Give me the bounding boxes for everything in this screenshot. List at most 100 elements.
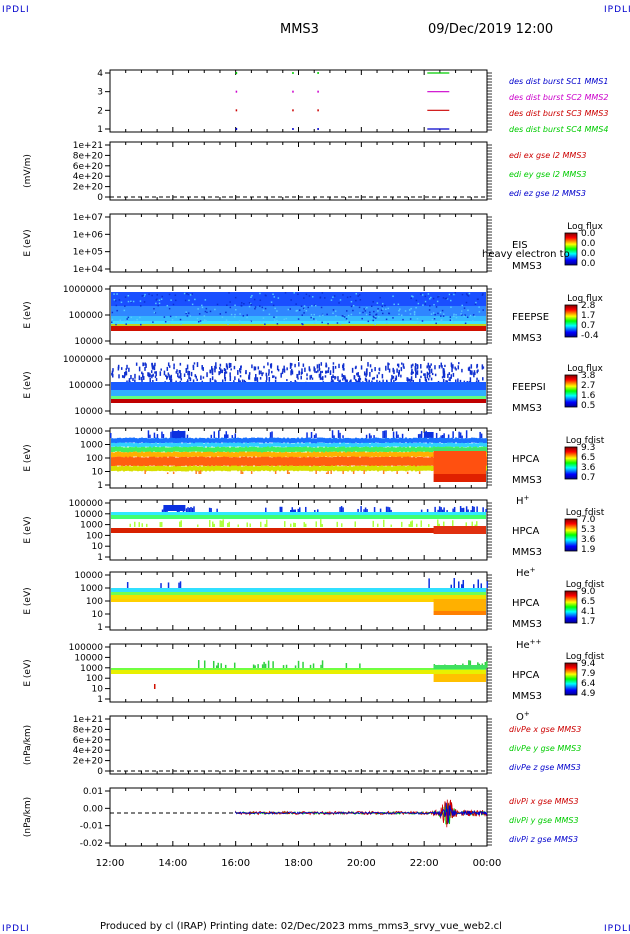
hpca-h-band	[299, 457, 301, 467]
feepsi-speckle	[317, 369, 319, 373]
hpca-h-band	[385, 466, 387, 472]
hpca-h-band	[153, 466, 155, 472]
burst-mark	[317, 109, 319, 112]
feepsi-speckle	[477, 379, 480, 383]
hpca-h-band	[201, 456, 203, 466]
feepsi-speckle	[329, 370, 332, 375]
feepse-speckle	[310, 316, 312, 319]
feepse-speckle	[465, 301, 468, 304]
feepse-speckle	[196, 317, 199, 320]
feepse-speckle	[272, 293, 274, 296]
hpca-h-band	[133, 443, 135, 448]
feepsi-speckle	[297, 377, 299, 380]
hpca-h-band	[235, 442, 237, 447]
feepsi-speckle	[177, 373, 179, 378]
feepsi-speckle	[125, 368, 127, 371]
hpca-h-band	[261, 465, 263, 471]
hpca-h-band	[417, 438, 419, 444]
feepse-speckle	[201, 304, 203, 307]
hpca-h-band	[371, 457, 373, 467]
feepsi-speckle	[397, 363, 400, 368]
hpca-h-band	[197, 451, 199, 457]
hpca-h-band	[349, 465, 351, 471]
panel-hpca_o-colorbar-tick: 9.4	[581, 659, 596, 669]
feepse-speckle	[330, 299, 333, 301]
hpca-he-speckle	[336, 521, 338, 527]
hpca-h-band	[357, 438, 359, 444]
feepse-speckle	[303, 312, 305, 314]
feepsi-speckle	[138, 375, 141, 381]
hpca-h-band	[421, 451, 423, 457]
hpca-o-burst	[282, 665, 285, 668]
feepsi-speckle	[141, 371, 143, 375]
hpca-h-band	[331, 451, 333, 457]
hpca-he-speckle	[408, 524, 410, 527]
feepse-speckle	[229, 306, 232, 309]
hpca-h-band	[273, 451, 275, 457]
hpca-h-band	[371, 442, 373, 447]
hpca-h-band	[275, 466, 277, 472]
hpca-h-band	[247, 447, 249, 453]
hpca-o-burst	[302, 661, 304, 668]
hpca-he-burst	[482, 507, 484, 512]
hpca-h-band	[175, 443, 177, 448]
hpca-h-band	[143, 452, 145, 458]
feepsi-speckle	[313, 366, 315, 372]
hpca-h-event	[433, 448, 486, 451]
hpca-o-event	[433, 674, 486, 682]
hpca-h-band	[231, 457, 233, 467]
feepsi-speckle	[451, 367, 453, 373]
feepsi-speckle	[332, 374, 334, 379]
hpca-h-band	[273, 437, 275, 443]
hpca-h-band	[185, 446, 187, 452]
hpca-he-speckle	[476, 521, 478, 527]
burst-mark	[235, 72, 238, 74]
hpca-h-band	[145, 457, 147, 467]
hpca-h-band	[425, 451, 427, 457]
hpca-h-band	[365, 438, 367, 444]
hpca-h-band	[229, 457, 231, 467]
hpca-h-band	[279, 451, 281, 457]
feepsi-speckle	[239, 375, 242, 378]
feepsi-speckle	[151, 366, 154, 370]
hpca-h-band	[277, 446, 279, 452]
hpca-h-band	[199, 465, 201, 471]
hpca-h-band	[175, 466, 177, 472]
hpca-h-band	[483, 438, 485, 444]
hpca-h-band	[371, 465, 373, 471]
feepse-speckle	[127, 316, 130, 319]
feepse-speckle	[366, 306, 368, 309]
hpca-hepp-band	[111, 588, 486, 592]
hpca-h-band	[181, 443, 183, 448]
hpca-h-band	[313, 451, 315, 457]
feepsi-speckle	[309, 368, 311, 372]
hpca-h-band	[429, 442, 431, 447]
hpca-h-band	[173, 451, 175, 457]
hpca-he-speckle	[416, 523, 418, 527]
hpca-h-band	[335, 443, 337, 448]
feepse-speckle	[289, 308, 291, 310]
feepsi-speckle	[363, 371, 366, 376]
feepsi-speckle	[385, 365, 387, 371]
hpca-h-speckle	[325, 472, 328, 474]
feepse-speckle	[113, 293, 115, 295]
hpca-h-band	[227, 451, 229, 457]
hpca-h-band	[445, 443, 447, 448]
feepse-speckle	[335, 315, 337, 317]
feepse-speckle	[188, 299, 190, 302]
panel-edi-y-tick-label: 4e+20	[73, 172, 104, 182]
hpca-h-band	[255, 446, 257, 452]
hpca-h-band	[297, 446, 299, 452]
hpca-he-burst	[357, 508, 359, 512]
hpca-he-speckle	[383, 519, 385, 527]
feepse-speckle	[453, 293, 455, 296]
hpca-h-band	[441, 437, 443, 443]
hpca-h-band	[391, 452, 393, 458]
panel-hpca_he-colorbar-tick: 3.6	[581, 535, 596, 545]
hpca-h-band	[347, 451, 349, 457]
hpca-h-band	[257, 457, 259, 467]
hpca-h-band	[267, 465, 269, 471]
hpca-h-band	[279, 466, 281, 472]
feepsi-speckle	[358, 378, 360, 383]
feepsi-speckle	[138, 366, 141, 372]
